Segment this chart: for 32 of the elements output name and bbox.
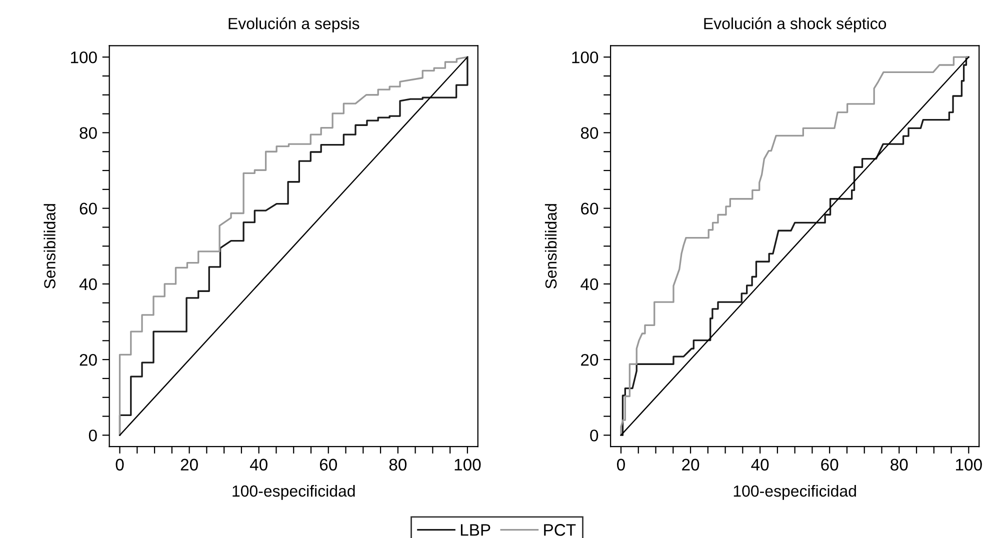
x-tick-label: 80 [389,458,407,471]
y-tick-label: 60 [581,202,598,215]
x-tick-label: 60 [320,458,337,471]
y-tick-label: 80 [580,127,598,139]
y-tick-label: 0 [590,430,598,442]
x-tick-label: 100 [454,458,481,471]
y-tick-label: 40 [79,278,97,290]
y-tick-label: 40 [580,278,598,290]
y-tick-label: 20 [581,354,598,366]
x-tick-label: 20 [180,458,198,471]
y-axis-title: Sensibilidad [544,204,557,288]
x-tick-label: 60 [821,458,838,471]
x-axis-title: 100-especificidad [734,484,856,500]
y-tick-label: 80 [80,127,97,139]
x-tick-label: 20 [682,458,700,471]
y-tick-label: 100 [572,51,598,64]
legend-label: PCT [544,524,576,536]
x-tick-label: 0 [116,458,124,471]
legend-label: LBP [460,524,490,536]
y-tick-label: 0 [88,430,97,442]
x-tick-label: 100 [956,458,982,471]
y-tick-label: 20 [80,354,97,366]
x-tick-label: 40 [250,458,268,471]
y-axis-title: Sensibilidad [44,204,56,288]
x-tick-label: 80 [890,458,908,471]
x-tick-label: 0 [617,458,625,471]
chart-title: Evolución a shock séptico [704,17,886,32]
x-axis-title: 100-especificidad [232,484,355,500]
x-tick-label: 40 [751,458,769,471]
y-tick-label: 60 [80,202,97,215]
chart-title: Evolución a sepsis [228,17,360,32]
y-tick-label: 100 [71,51,97,64]
